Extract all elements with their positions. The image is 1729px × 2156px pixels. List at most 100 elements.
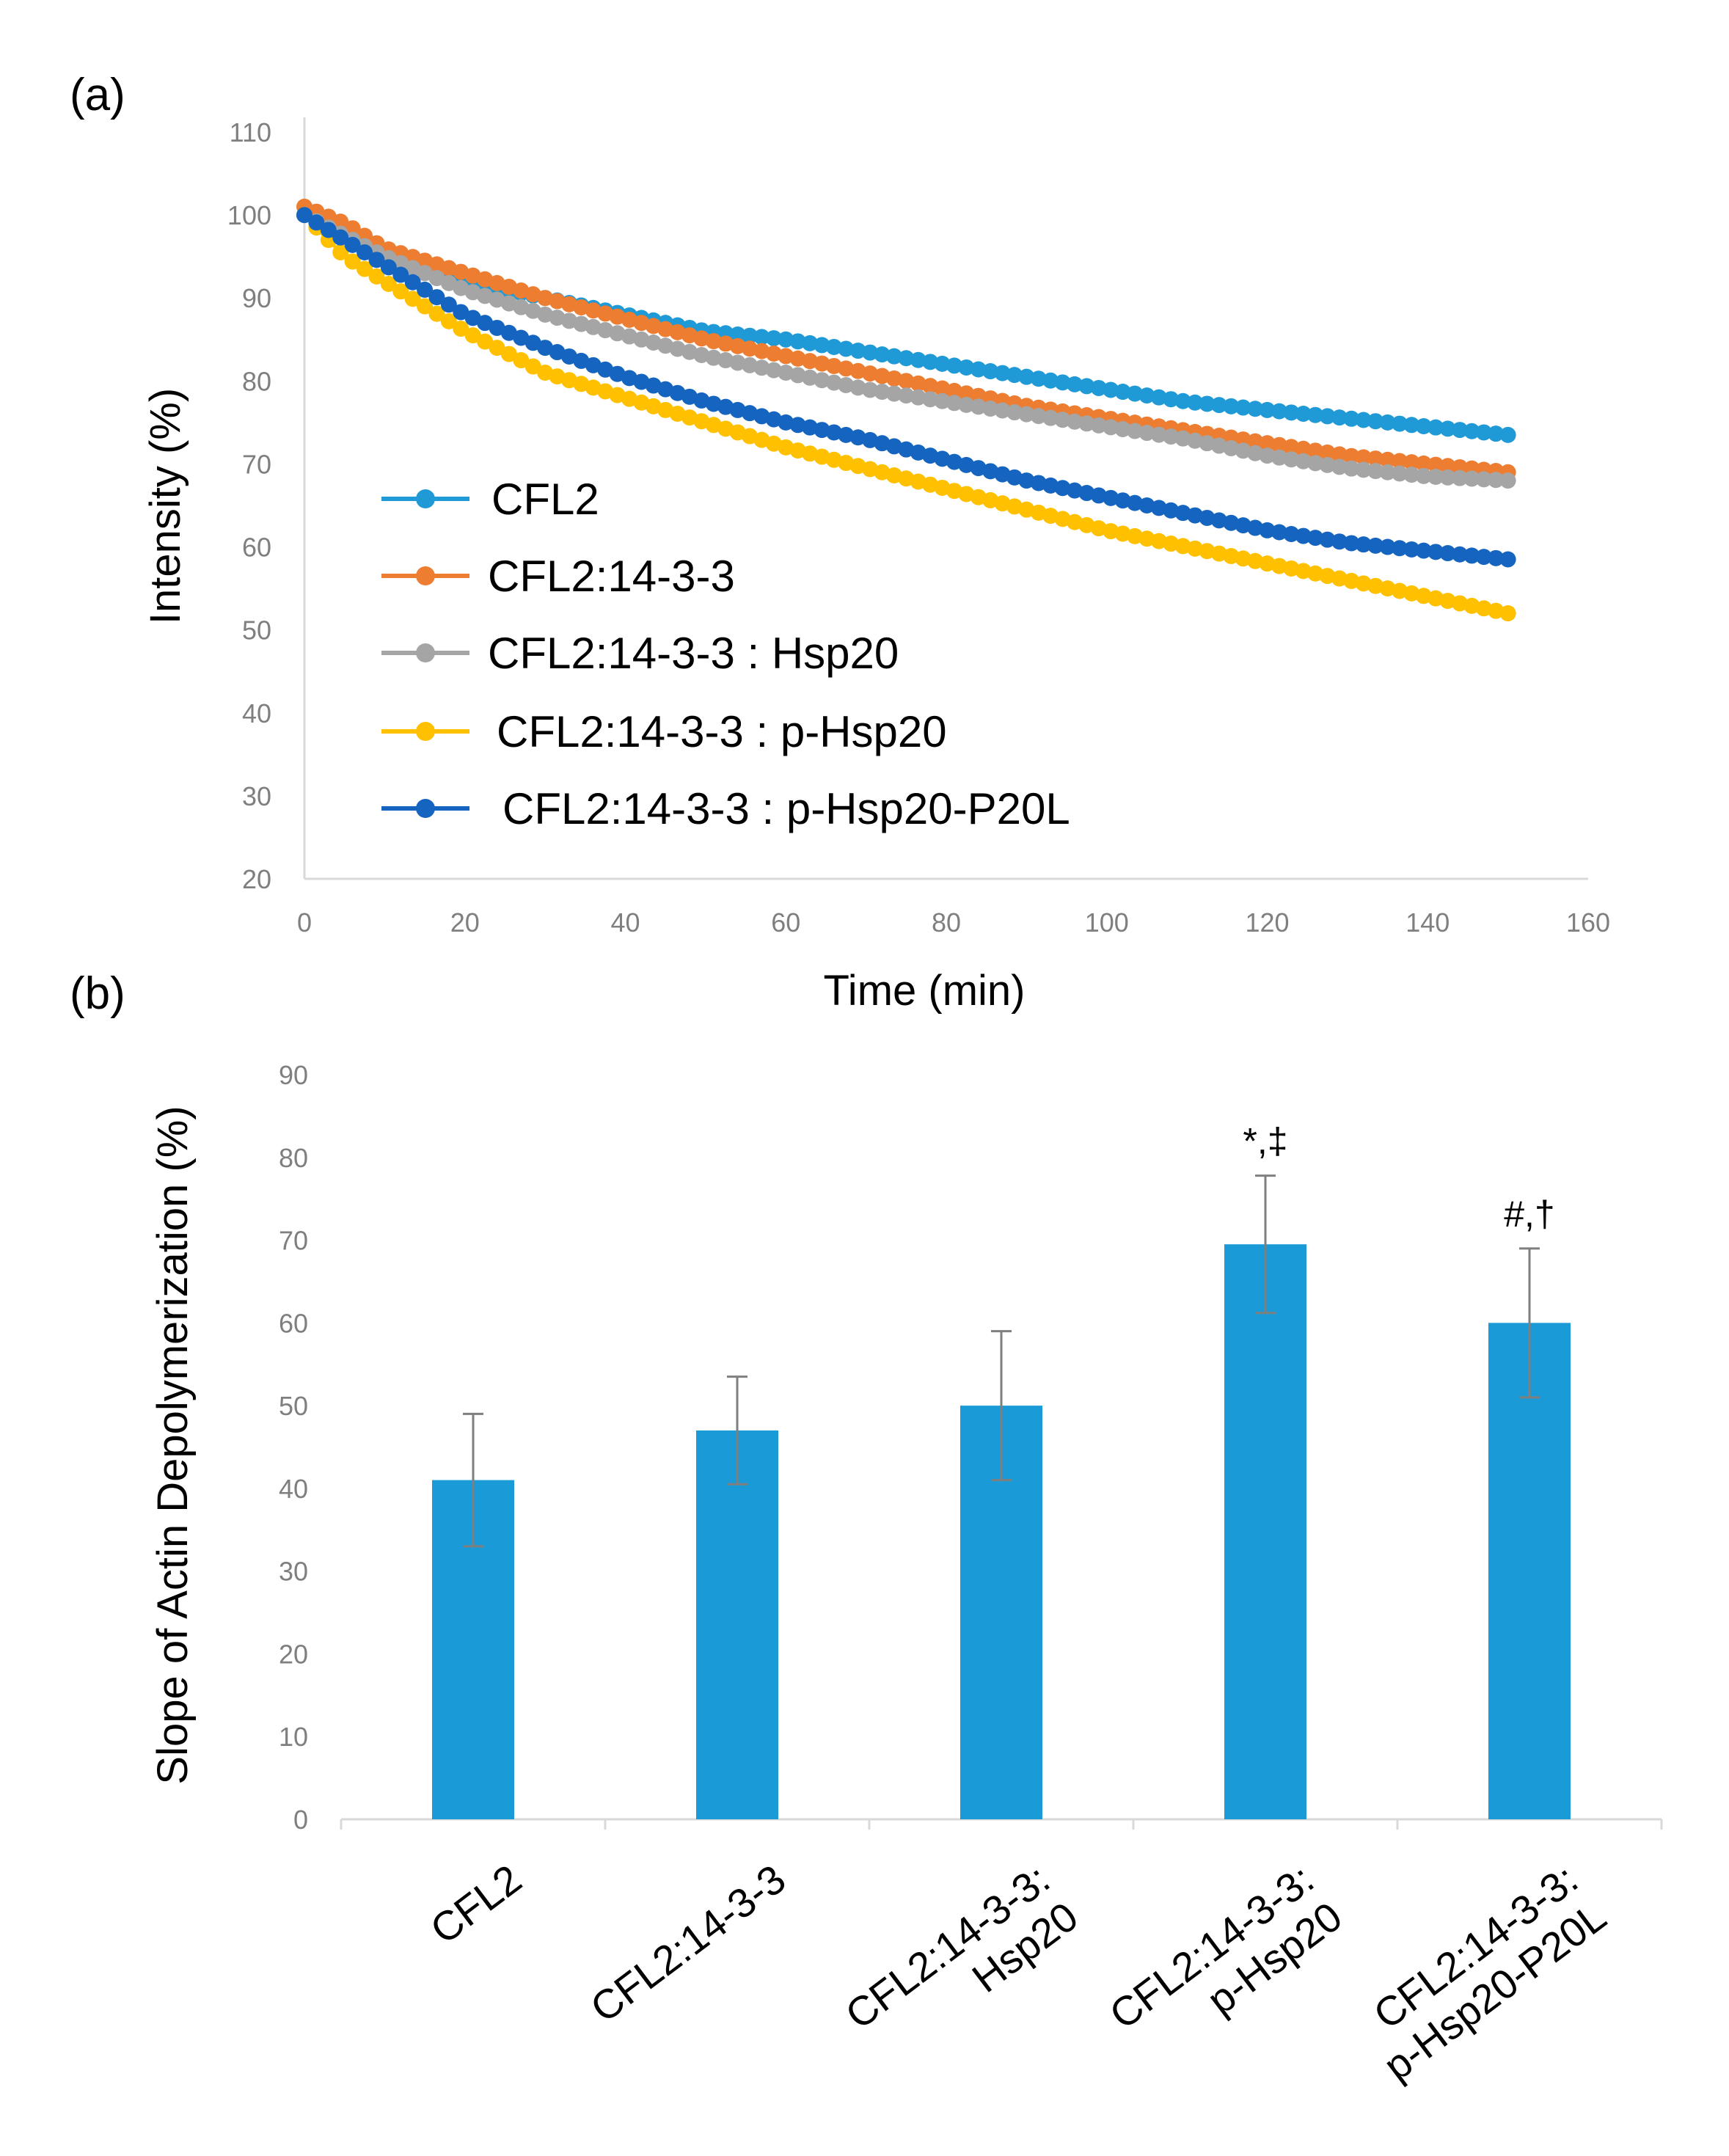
data-point [1006, 367, 1023, 384]
data-point [1090, 520, 1107, 537]
y-tick-label: 90 [242, 283, 271, 313]
data-point [1403, 454, 1420, 471]
data-point [1367, 577, 1384, 594]
data-point [898, 373, 915, 390]
data-point [1103, 419, 1119, 436]
data-point [1150, 389, 1167, 406]
series-cfl2-14-3-3 [296, 198, 1516, 480]
category-label: CFL2:14-3-3 [582, 1855, 794, 2031]
data-point [1210, 437, 1227, 454]
data-point [1138, 387, 1155, 404]
data-point [1439, 469, 1456, 486]
data-point [1307, 530, 1324, 547]
data-point [1271, 403, 1287, 420]
data-point [368, 268, 385, 285]
data-point [982, 363, 999, 380]
panel-label-a: (a) [70, 70, 125, 120]
data-point [1187, 540, 1204, 557]
data-point [1235, 399, 1251, 416]
data-point [1283, 451, 1300, 468]
data-point [1103, 523, 1119, 540]
line-chart-panel: (a) 20 30 40 50 60 70 80 90 100 110 0 20 40 60 80 100 1… [70, 70, 1610, 1015]
data-point [717, 352, 734, 369]
data-point [934, 392, 951, 409]
data-point [958, 396, 975, 413]
data-point [489, 340, 505, 357]
data-point [332, 244, 349, 261]
data-point [357, 244, 373, 261]
data-point [1415, 417, 1432, 434]
data-point [765, 362, 782, 379]
data-point [693, 346, 710, 363]
data-point [1150, 500, 1167, 516]
data-point [1331, 458, 1348, 475]
data-point [1210, 512, 1227, 529]
data-point [849, 343, 866, 359]
data-point [1355, 449, 1372, 466]
data-point [1403, 417, 1420, 434]
data-point [802, 353, 819, 370]
data-point [1475, 424, 1492, 441]
data-point [802, 369, 819, 386]
data-point [1355, 412, 1372, 428]
data-point [825, 424, 842, 441]
data-point [1488, 425, 1505, 442]
data-point [1439, 458, 1456, 475]
data-point [1452, 546, 1468, 563]
data-point [778, 414, 794, 431]
data-point [1006, 404, 1023, 421]
x-tick-label: 120 [1245, 907, 1289, 938]
data-point [1379, 414, 1396, 431]
data-point [344, 220, 361, 237]
data-point [1343, 447, 1360, 464]
y-axis-title: Slope of Actin Depolymerization (%) [149, 1106, 197, 1784]
data-point [1439, 593, 1456, 610]
data-point [1428, 544, 1444, 560]
data-point [1295, 527, 1312, 544]
x-tick-label: 140 [1406, 907, 1450, 938]
data-point [1054, 412, 1071, 428]
data-point [1343, 572, 1360, 589]
bar-chart-bars: *,‡ #,† [432, 1121, 1571, 1819]
data-point [308, 214, 325, 231]
legend-label: CFL2:14-3-3 : Hsp20 [488, 629, 899, 678]
data-point [778, 348, 794, 365]
data-point [1319, 568, 1336, 585]
data-point [742, 357, 759, 373]
data-point [1247, 552, 1264, 569]
data-point [705, 349, 722, 366]
data-point [922, 378, 939, 395]
data-point [1271, 436, 1287, 453]
data-point [1199, 509, 1216, 526]
data-point [453, 321, 469, 337]
data-point [1174, 505, 1191, 522]
data-point [765, 330, 782, 347]
data-point [1475, 600, 1492, 617]
data-point [1463, 547, 1480, 564]
data-point [1499, 472, 1516, 489]
data-point [1018, 406, 1035, 423]
data-point [874, 368, 891, 384]
data-point [1307, 406, 1324, 423]
line-chart-series [296, 198, 1516, 622]
data-point [789, 367, 806, 384]
data-point [729, 337, 746, 354]
y-tick-label: 60 [242, 533, 271, 563]
legend: CFL2 CFL2:14-3-3 CFL2:14-3-3 : Hsp20 CFL2:1… [381, 475, 1070, 833]
data-point [898, 350, 915, 367]
y-tick-label: 70 [242, 449, 271, 479]
data-point [910, 389, 926, 406]
data-point [440, 313, 457, 329]
data-point [344, 253, 361, 270]
panel-label-b: (b) [70, 968, 125, 1019]
data-point [1319, 408, 1336, 425]
data-point [428, 305, 445, 322]
data-point [417, 298, 434, 315]
data-point [1283, 560, 1300, 577]
y-tick-label: 80 [279, 1143, 308, 1173]
legend-label: CFL2:14-3-3 : p-Hsp20-P20L [502, 784, 1070, 833]
data-point [862, 365, 879, 382]
data-point [1138, 497, 1155, 514]
data-point [922, 354, 939, 370]
data-point [994, 365, 1011, 381]
